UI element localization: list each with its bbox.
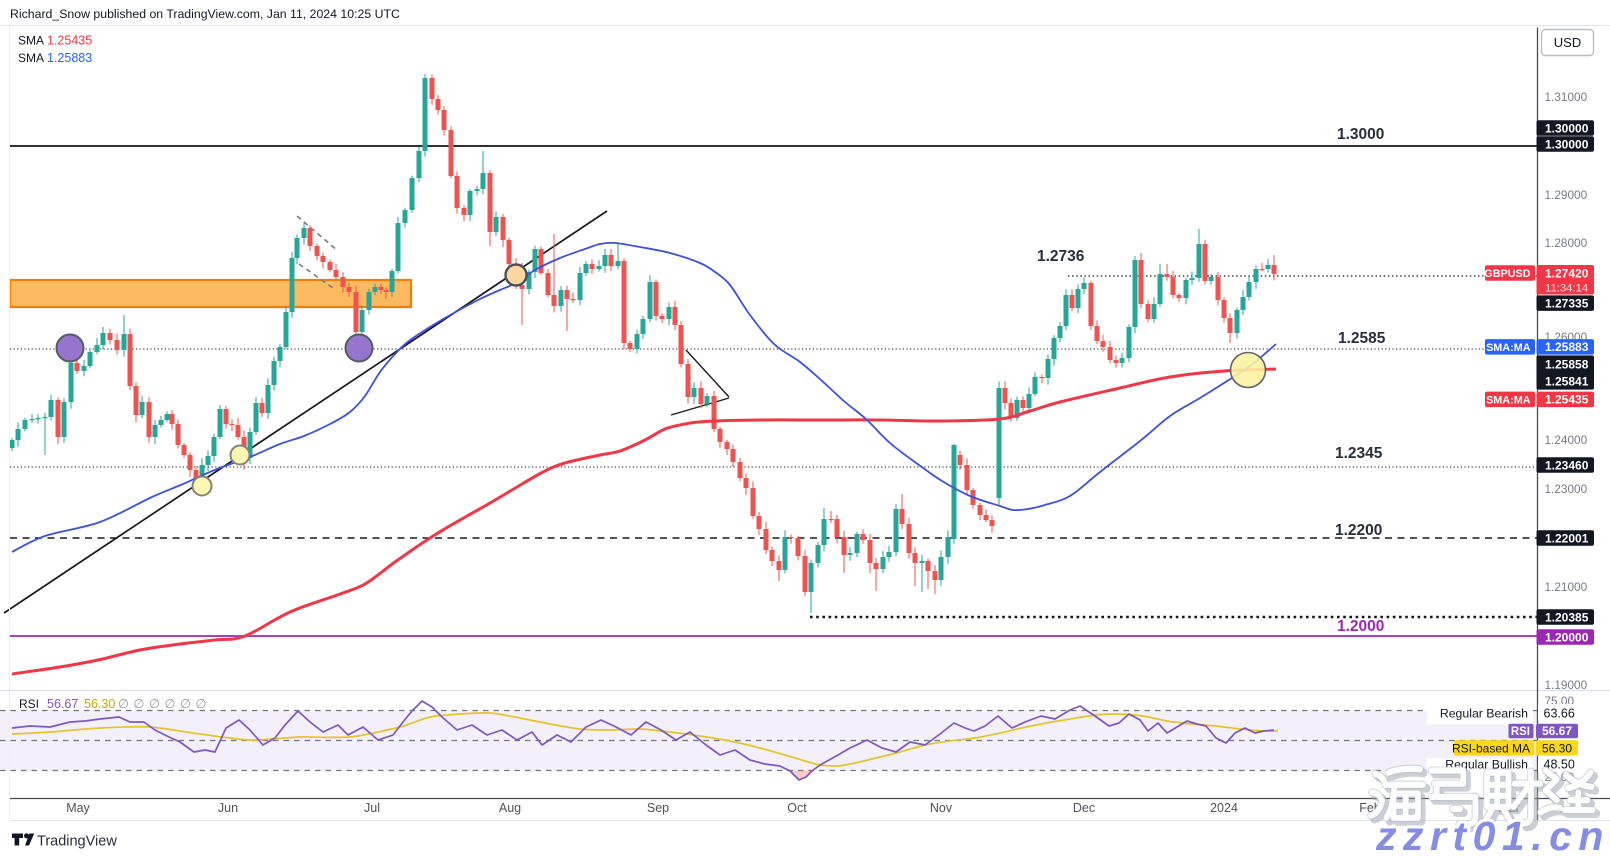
svg-text:1.21000: 1.21000 (1545, 580, 1588, 594)
svg-text:2024: 2024 (1210, 801, 1238, 815)
svg-text:56.30: 56.30 (84, 697, 115, 711)
svg-text:1.25435: 1.25435 (1545, 393, 1589, 407)
svg-text:1.30000: 1.30000 (1545, 121, 1589, 135)
svg-text:1.23460: 1.23460 (1545, 458, 1589, 472)
svg-text:Richard_Snow published on Trad: Richard_Snow published on TradingView.co… (10, 7, 400, 21)
svg-text:1.25883: 1.25883 (1545, 340, 1589, 354)
svg-text:1.30000: 1.30000 (1545, 137, 1589, 151)
svg-text:1.27420: 1.27420 (1545, 267, 1589, 281)
svg-text:1.23000: 1.23000 (1545, 482, 1588, 496)
svg-text:∅: ∅ (180, 697, 191, 711)
svg-text:1.2736: 1.2736 (1037, 248, 1085, 265)
svg-text:TradingView: TradingView (37, 834, 117, 850)
svg-text:1.25435: 1.25435 (47, 34, 92, 48)
svg-text:1.2345: 1.2345 (1335, 445, 1383, 462)
svg-text:1.19000: 1.19000 (1545, 678, 1588, 692)
svg-text:RSI: RSI (19, 697, 39, 711)
svg-text:1.28000: 1.28000 (1545, 236, 1588, 250)
svg-text:1.31000: 1.31000 (1545, 90, 1588, 104)
svg-text:∅: ∅ (134, 697, 145, 711)
svg-text:1.22001: 1.22001 (1545, 531, 1589, 545)
svg-text:Jul: Jul (364, 801, 380, 815)
svg-text:1.2000: 1.2000 (1337, 618, 1384, 635)
svg-text:56.67: 56.67 (47, 697, 78, 711)
svg-text:Sep: Sep (647, 801, 669, 815)
svg-text:Dec: Dec (1073, 801, 1095, 815)
svg-text:Aug: Aug (499, 801, 521, 815)
svg-text:1.20000: 1.20000 (1545, 630, 1589, 644)
svg-text:1.29000: 1.29000 (1545, 188, 1588, 202)
svg-text:Nov: Nov (930, 801, 953, 815)
svg-text:∅: ∅ (149, 697, 160, 711)
svg-text:48.50: 48.50 (1544, 758, 1575, 772)
svg-text:1.25841: 1.25841 (1545, 374, 1589, 388)
svg-text:1.25883: 1.25883 (47, 51, 92, 65)
svg-text:zzrt01.cn: zzrt01.cn (1375, 813, 1610, 857)
svg-text:GBPUSD: GBPUSD (1484, 268, 1530, 280)
svg-text:Oct: Oct (787, 801, 807, 815)
svg-text:Jun: Jun (218, 801, 238, 815)
svg-text:May: May (66, 801, 90, 815)
svg-text:1.3000: 1.3000 (1337, 126, 1384, 143)
svg-text:1.25858: 1.25858 (1545, 358, 1589, 372)
svg-text:1.2585: 1.2585 (1338, 330, 1386, 347)
svg-text:SMA:MA: SMA:MA (1486, 394, 1531, 406)
svg-text:SMA:MA: SMA:MA (1486, 342, 1531, 354)
svg-text:1.2200: 1.2200 (1335, 522, 1382, 539)
svg-text:11:34:14: 11:34:14 (1545, 283, 1588, 295)
svg-text:63.66: 63.66 (1544, 707, 1575, 721)
svg-text:Regular Bearish: Regular Bearish (1440, 707, 1528, 721)
svg-text:1.24000: 1.24000 (1545, 433, 1588, 447)
svg-text:SMA: SMA (18, 51, 44, 65)
svg-text:∅: ∅ (196, 697, 207, 711)
svg-text:56.67: 56.67 (1542, 724, 1572, 738)
svg-text:1.20385: 1.20385 (1545, 610, 1589, 624)
svg-text:56.30: 56.30 (1542, 741, 1572, 755)
svg-text:∅: ∅ (118, 697, 129, 711)
svg-text:RSI-based MA: RSI-based MA (1452, 741, 1530, 755)
svg-text:1.27335: 1.27335 (1545, 297, 1589, 311)
svg-text:∅: ∅ (165, 697, 176, 711)
svg-text:RSI: RSI (1511, 726, 1530, 738)
svg-text:SMA: SMA (18, 34, 44, 48)
svg-text:USD: USD (1554, 35, 1581, 50)
